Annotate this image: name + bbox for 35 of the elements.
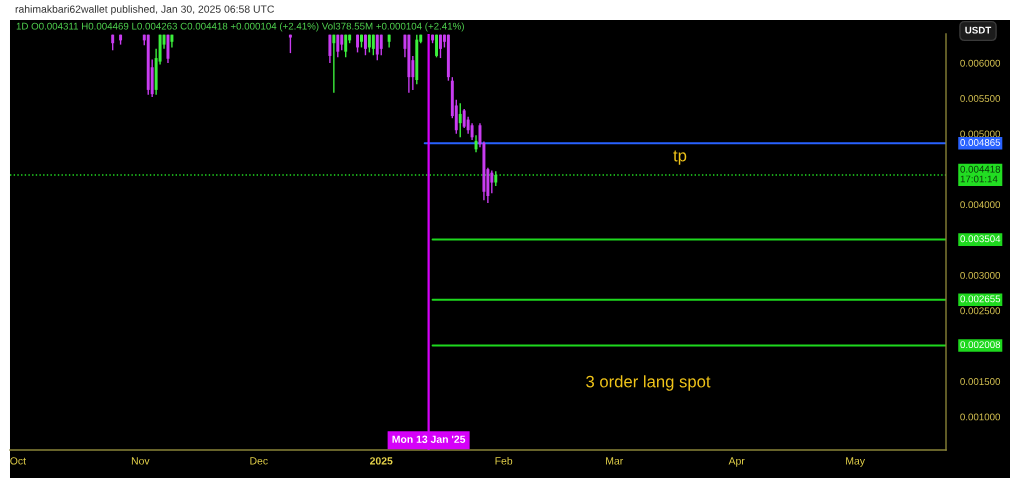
- candlestick: [458, 102, 462, 138]
- candlestick: [490, 169, 494, 194]
- data-label: 0.002008: [960, 341, 1001, 349]
- data-label: 0.003504: [960, 235, 1001, 243]
- y-tick-label: 0.005000: [960, 130, 1001, 138]
- x-tick-label: Nov: [131, 457, 150, 465]
- x-tick-label: 2025: [370, 457, 393, 465]
- candlestick: [435, 34, 439, 59]
- y-tick-label: 0.001500: [960, 378, 1001, 385]
- ref-line-label: 0.004418 17:01:14: [960, 165, 1001, 183]
- data-label: 0.002655: [960, 295, 1001, 303]
- y-tick-label: 0.001000: [960, 413, 1001, 421]
- x-tick-label: Feb: [495, 456, 513, 465]
- x-tick-label: May: [846, 457, 865, 467]
- annotation: tp: [673, 150, 687, 165]
- y-tick-label: 0.004000: [960, 201, 1001, 209]
- text: rahimakbari62wallet published, Jan 30, 2025 06:58 UTC: [15, 5, 275, 15]
- candlestick: [375, 34, 379, 61]
- x-tick-label: Dec: [250, 457, 268, 465]
- y-tick-label: 0.003000: [960, 271, 1001, 279]
- x-tick-label: Apr: [728, 457, 745, 467]
- x-tick-label: Mar: [606, 457, 624, 465]
- text: 1D O0.004311 H0.004469 L0.004263 C0.004418 +0.000104 (+2.41%) Vol378.55M +0.000104 (+2.41%): [16, 22, 464, 32]
- candlestick: [439, 34, 442, 59]
- candlestick: [328, 34, 332, 64]
- ref-line-label: Mon 13 Jan '25: [392, 435, 466, 443]
- x-tick-label: Oct: [10, 457, 26, 465]
- candlestick: [360, 34, 363, 49]
- y-tick-label: 0.002500: [960, 307, 1001, 315]
- annotation: 3 order lang spot: [586, 375, 711, 391]
- y-axis-title: USDT: [965, 26, 992, 34]
- y-tick-label: 0.006000: [960, 59, 1001, 67]
- data-label: 0.004865: [960, 139, 1001, 146]
- y-tick-label: 0.005500: [960, 95, 1001, 102]
- candlestick: [332, 34, 336, 94]
